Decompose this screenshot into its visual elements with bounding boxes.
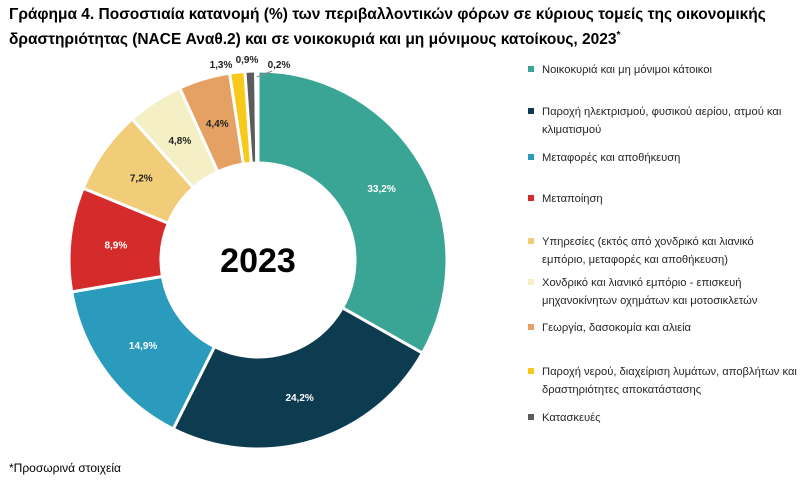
legend-swatch	[528, 324, 534, 330]
slice-label-7: 4,4%	[206, 119, 229, 130]
legend-swatch	[528, 108, 534, 114]
slice-label-8: 1,3%	[210, 60, 233, 71]
legend-label: Μεταφορές και αποθήκευση	[542, 152, 681, 164]
slice-label-3: 14,9%	[129, 341, 157, 352]
slice-label-6: 4,8%	[168, 136, 191, 147]
chart-title: Γράφημα 4. Ποσοστιαία κατανομή (%) των π…	[9, 4, 789, 50]
slice-label-9: 0,9%	[236, 55, 259, 66]
slice-label-10: 0,2%	[268, 60, 291, 71]
donut-center-label: 2023	[220, 242, 296, 280]
legend-label: Παροχή ηλεκτρισμού, φυσικού αερίου, ατμο…	[542, 106, 782, 136]
legend-swatch	[528, 238, 534, 244]
legend-label: Παροχή νερού, διαχείριση λυμάτων, αποβλή…	[542, 366, 797, 396]
legend-label: Μεταποίηση	[542, 193, 603, 205]
legend-swatch	[528, 154, 534, 160]
donut-slices	[67, 69, 449, 451]
legend-swatch	[528, 279, 534, 285]
legend-label: Γεωργία, δασοκομία και αλιεία	[542, 322, 692, 334]
donut-slice-labels: 33,2% 24,2% 14,9% 8,9% 7,2% 4,8% 4,4% 1,3% 0,9% 0…	[104, 55, 395, 404]
legend-swatch	[528, 414, 534, 420]
legend-swatch	[528, 66, 534, 72]
chart-title-footnote-mark: *	[616, 30, 621, 41]
legend-label: Υπηρεσίες (εκτός από χονδρικό και λιανικ…	[542, 236, 754, 266]
slice-label-5: 7,2%	[130, 173, 153, 184]
chart-title-line-2-text: δραστηριότητας (NACE Αναθ.2) και σε νοικ…	[9, 31, 617, 49]
legend-label: Χονδρικό και λιανικό εμπόριο - επισκευή …	[542, 277, 758, 307]
donut-slice-1	[256, 69, 449, 356]
legend-swatch	[528, 195, 534, 201]
legend-label: Κατασκευές	[542, 412, 601, 424]
donut-slice-10	[254, 69, 260, 165]
slice-label-1: 33,2%	[367, 184, 395, 195]
slice-label-2: 24,2%	[285, 393, 313, 404]
legend-label: Νοικοκυριά και μη μόνιμοι κάτοικοι	[542, 64, 712, 76]
chart-title-line-2: δραστηριότητας (NACE Αναθ.2) και σε νοικ…	[9, 25, 789, 50]
footnote: *Προσωρινά στοιχεία	[9, 461, 121, 475]
slice-label-4: 8,9%	[104, 240, 127, 251]
donut-slice-2	[171, 305, 425, 451]
legend-swatch	[528, 368, 534, 374]
chart-title-line-1: Γράφημα 4. Ποσοστιαία κατανομή (%) των π…	[9, 6, 766, 23]
leader-line-0-2	[256, 70, 273, 78]
